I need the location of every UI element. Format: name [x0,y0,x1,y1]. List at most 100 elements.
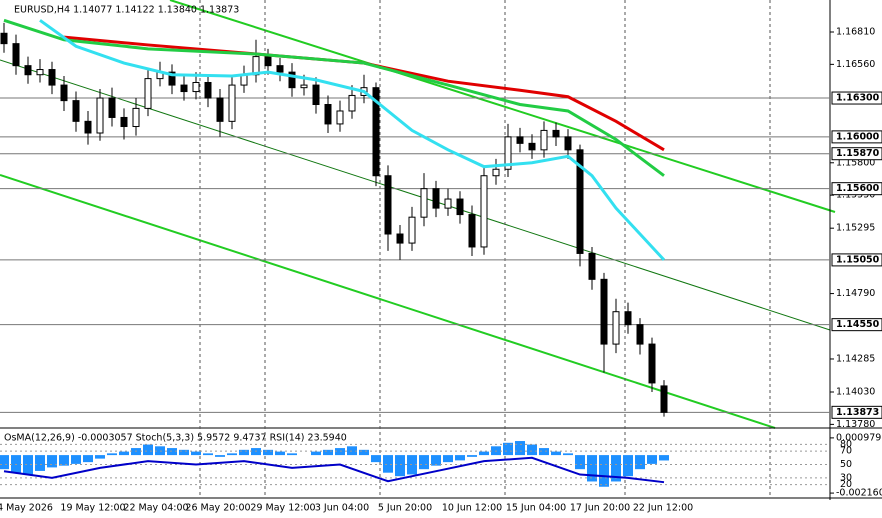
osma-bar [143,444,153,456]
candle-body [588,252,596,280]
candle-body [204,81,212,99]
osma-bar [467,455,477,457]
osma-bar [239,449,249,456]
osma-bar [59,455,69,466]
candle-body [396,233,404,244]
indicator-title: OsMA(12,26,9) -0.0003057 Stoch(5,3,3) 5.… [4,433,347,444]
candle-body [84,120,92,134]
candle-body [624,311,632,326]
osma-bar [311,451,321,456]
trend-line [0,174,776,429]
candle-body [96,97,104,134]
moving-average [3,18,665,177]
level-label: 1.16000 [836,131,880,142]
osma-bar [455,455,465,461]
osma-bar [215,455,225,457]
x-tick-label: 10 Jun 12:00 [442,503,502,514]
osma-bar [95,455,105,459]
osma-bar [443,455,453,463]
y-tick-label: 1.14790 [836,288,875,299]
candle-body [12,43,20,67]
candle-body [228,84,236,122]
x-tick-label: 29 May 12:00 [250,503,315,514]
level-box [831,182,882,196]
level-box [831,91,882,105]
level-box [831,318,882,332]
rsi-tick-label: 80 [840,439,852,450]
candle-body [468,214,476,248]
candle-body [60,84,68,102]
x-tick-label: 17 Jun 20:00 [570,503,630,514]
level-box [831,405,882,419]
osma-bar [515,441,525,456]
candle-body [456,198,464,216]
osma-bar [47,455,57,468]
osma-bar [599,455,609,487]
candle-body [504,136,512,170]
candle-body [480,175,488,248]
candle-body [108,97,116,118]
candle-body [444,198,452,209]
osma-bar [539,448,549,456]
osma-bar [563,453,573,456]
y-tick-label: 1.15295 [836,223,875,234]
level-label: 1.15050 [836,254,880,265]
candle-body [24,65,32,76]
osma-bar [11,455,21,473]
candle-body [564,136,572,151]
osma-tick-label: -0.002160 [836,488,882,499]
level-label: 1.16300 [836,93,880,104]
y-tick-label: 1.14285 [836,353,875,364]
candle-body [180,84,188,93]
x-tick-label: 15 Jun 04:00 [506,503,566,514]
candle-body [648,343,656,384]
y-tick-label: 1.16810 [836,26,875,37]
osma-tick-label: 0.000979 [836,432,881,443]
trend-line [169,0,836,213]
candle-body [36,69,44,76]
y-tick-label: 1.14030 [836,386,875,397]
osma-bar [611,455,621,482]
candle-body [420,188,428,218]
level-box [831,130,882,144]
candle-body [72,100,80,122]
candle-body [528,142,536,151]
candle-body [612,311,620,345]
candle-body [192,81,200,93]
osma-bar [203,453,213,456]
osma-bar [587,455,597,482]
candle-body [144,78,152,109]
osma-bar [419,455,429,470]
x-tick-label: 26 May 20:00 [185,503,250,514]
candle-body [276,65,284,73]
candle-body [336,110,344,125]
candle-body [120,116,128,128]
candle-body [48,69,56,86]
osma-bar [23,455,33,475]
osma-bar [71,455,81,464]
x-tick-label: 22 May 04:00 [123,503,188,514]
candle-body [0,32,8,45]
candle-body [264,56,272,67]
candle-body [216,97,224,122]
rsi-tick-label: 70 [840,446,852,457]
candle-body [576,149,584,254]
osma-bar [359,449,369,456]
chart-title: EURUSD,H4 1.14077 1.14122 1.13840 1.1387… [14,5,239,16]
y-tick-label: 1.16560 [836,59,875,70]
osma-bar [119,451,129,456]
osma-bar [287,453,297,456]
candle-body [300,84,308,89]
osma-bar [263,449,273,456]
candle-body [132,107,140,128]
candle-body [516,136,524,144]
osma-bar [527,444,537,456]
level-box [831,147,882,161]
osma-bar [551,451,561,456]
rsi-tick-label: 20 [840,479,852,490]
y-tick-label: 1.15800 [836,157,875,168]
candle-body [324,104,332,125]
candle-body [312,84,320,106]
level-label: 1.14550 [836,319,880,330]
osma-bar [323,449,333,456]
